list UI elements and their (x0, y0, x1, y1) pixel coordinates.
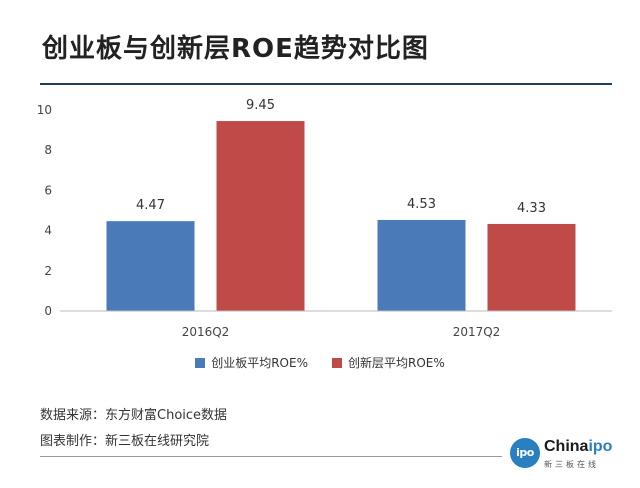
bar-2017Q2-innovation (487, 223, 576, 311)
logo-brand-suffix: ipo (588, 438, 613, 455)
legend-label-chinext: 创业板平均ROE% (211, 356, 308, 370)
bar-value-label: 4.53 (407, 197, 436, 212)
y-tick-label: 4 (44, 224, 52, 238)
logo-brand-prefix: China (544, 438, 589, 455)
bar-2017Q2-chinext (377, 219, 466, 311)
bar-2016Q2-innovation (216, 121, 305, 312)
y-tick-label: 8 (44, 143, 52, 157)
y-tick-label: 2 (44, 264, 52, 278)
y-tick-label: 0 (44, 304, 52, 318)
logo-subtitle: 新三板在线 (544, 460, 599, 469)
x-category-label: 2017Q2 (453, 325, 501, 339)
bar-value-label: 4.33 (517, 201, 546, 216)
chart-maker-note: 图表制作：新三板在线研究院 (40, 434, 210, 449)
chart-legend: 创业板平均ROE% 创新层平均ROE% (0, 354, 640, 371)
chart-title: 创业板与创新层ROE趋势对比图 (42, 34, 429, 64)
footer-divider (40, 456, 502, 457)
bar-2016Q2-chinext (106, 221, 195, 311)
bar-value-label: 9.45 (246, 98, 275, 113)
legend-swatch-chinext (195, 357, 206, 368)
legend-label-innovation: 创新层平均ROE% (348, 356, 445, 370)
legend-swatch-innovation (332, 357, 342, 368)
title-divider (40, 83, 612, 85)
legend-item-chinext: 创业板平均ROE% (195, 354, 308, 371)
y-tick-label: 10 (37, 103, 52, 117)
x-category-label: 2016Q2 (182, 325, 230, 339)
chinaipo-logo: ipo Chinaipo 新三板在线 (510, 438, 630, 478)
y-tick-label: 6 (44, 183, 52, 197)
data-source-note: 数据来源：东方财富Choice数据 (40, 408, 228, 423)
logo-brand: Chinaipo (544, 438, 612, 456)
logo-mark-icon: ipo (510, 438, 540, 468)
bar-value-label: 4.47 (136, 198, 165, 213)
legend-item-innovation: 创新层平均ROE% (332, 354, 445, 371)
